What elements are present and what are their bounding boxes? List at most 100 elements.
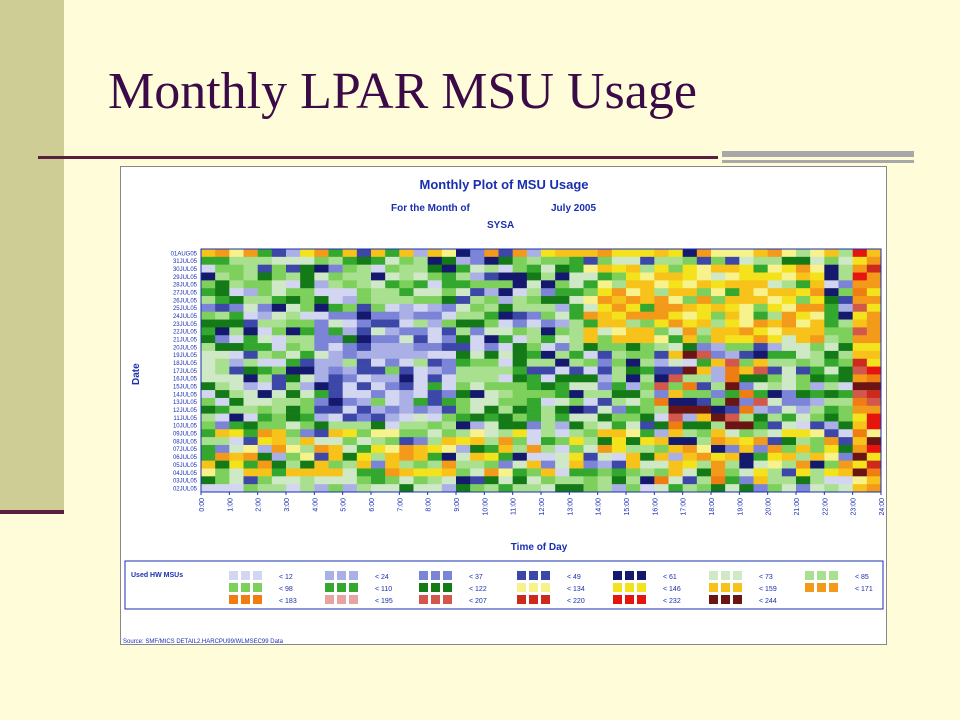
heatmap-cell xyxy=(441,413,457,422)
heatmap-cell xyxy=(229,366,244,375)
heatmap-cell xyxy=(356,421,372,430)
heatmap-cell xyxy=(696,421,712,430)
heatmap-cell xyxy=(229,437,244,446)
heatmap-cell xyxy=(611,288,627,297)
heatmap-cell xyxy=(342,421,358,430)
heatmap-cell xyxy=(541,476,556,485)
heatmap-cell xyxy=(484,429,499,438)
heatmap-cell xyxy=(682,476,698,485)
legend-swatch xyxy=(349,583,358,592)
heatmap-cell xyxy=(668,288,683,297)
heatmap-cell xyxy=(725,413,740,422)
heatmap-cell xyxy=(484,476,499,485)
heatmap-cell xyxy=(427,366,443,375)
legend-label: < 159 xyxy=(759,586,777,593)
x-tick-label: 21:00 xyxy=(794,498,801,516)
heatmap-cell xyxy=(626,343,641,352)
heatmap-cell xyxy=(654,366,669,375)
heatmap-cell xyxy=(640,429,655,438)
heatmap-cell xyxy=(512,382,528,391)
y-tick-label: 03JUL05 xyxy=(173,479,198,485)
heatmap-cell xyxy=(668,476,683,485)
heatmap-cell xyxy=(229,335,244,344)
heatmap-cell xyxy=(739,264,754,273)
heatmap-cell xyxy=(399,343,414,352)
heatmap-cell xyxy=(413,484,428,493)
heatmap-cell xyxy=(796,444,811,454)
heatmap-cell xyxy=(229,358,244,367)
heatmap-cell xyxy=(640,437,655,446)
heatmap-cell xyxy=(725,319,740,328)
heatmap-cell xyxy=(781,390,797,399)
heatmap-cell xyxy=(640,484,655,493)
heatmap-cell xyxy=(781,468,797,477)
legend-swatch xyxy=(637,595,646,604)
heatmap-cell xyxy=(328,311,343,320)
heatmap-cell xyxy=(271,484,287,493)
heatmap-cell xyxy=(526,358,542,367)
heatmap-cell xyxy=(356,343,372,352)
heatmap-cell xyxy=(796,249,811,258)
heatmap-cell xyxy=(300,327,315,336)
heatmap-cell xyxy=(838,421,853,430)
heatmap-cell xyxy=(371,343,386,352)
heatmap-cell xyxy=(271,296,287,305)
heatmap-cell xyxy=(866,452,882,461)
heatmap-cell xyxy=(767,296,783,305)
heatmap-cell xyxy=(838,484,853,493)
heatmap-cell xyxy=(654,437,669,446)
heatmap-cell xyxy=(555,437,570,446)
heatmap-cell xyxy=(852,311,868,320)
heatmap-cell xyxy=(668,264,683,273)
heatmap-cell xyxy=(427,311,443,320)
heatmap-cell xyxy=(725,460,740,469)
y-tick-label: 18JUL05 xyxy=(173,361,198,367)
heatmap-cell xyxy=(753,303,768,313)
heatmap-cell xyxy=(229,249,244,258)
heatmap-cell xyxy=(682,421,698,430)
heatmap-cell xyxy=(597,296,613,305)
heatmap-cell xyxy=(342,397,358,407)
heatmap-cell xyxy=(725,335,740,344)
heatmap-cell xyxy=(824,288,839,297)
heatmap-cell xyxy=(243,272,258,281)
heatmap-cell xyxy=(229,350,244,360)
heatmap-cell xyxy=(654,476,669,485)
heatmap-cell xyxy=(866,484,882,493)
heatmap-cell xyxy=(781,421,797,430)
heatmap-cell xyxy=(512,444,528,454)
heatmap-cell xyxy=(866,397,882,407)
heatmap-cell xyxy=(696,397,712,407)
heatmap-cell xyxy=(711,429,726,438)
heatmap-cell xyxy=(767,460,783,469)
heatmap-cell xyxy=(413,296,428,305)
heatmap-cell xyxy=(456,421,471,430)
heatmap-cell xyxy=(682,335,698,344)
heatmap-cell xyxy=(555,303,570,313)
heatmap-cell xyxy=(668,311,683,320)
heatmap-cell xyxy=(456,327,471,336)
heatmap-cell xyxy=(342,468,358,477)
heatmap-cell xyxy=(371,405,386,414)
heatmap-cell xyxy=(753,468,768,477)
heatmap-cell xyxy=(371,468,386,477)
heatmap-cell xyxy=(753,382,768,391)
heatmap-cell xyxy=(286,288,301,297)
heatmap-cell xyxy=(526,405,542,414)
heatmap-cell xyxy=(328,272,343,281)
heatmap-cell xyxy=(611,327,627,336)
heatmap-cell xyxy=(215,264,230,273)
heatmap-cell xyxy=(201,256,216,265)
heatmap-cell xyxy=(271,311,287,320)
heatmap-cell xyxy=(640,311,655,320)
heatmap-cell xyxy=(385,288,400,297)
legend-swatch xyxy=(529,595,538,604)
heatmap-cell xyxy=(824,319,839,328)
heatmap-cell xyxy=(229,288,244,297)
heatmap-cell xyxy=(739,382,754,391)
heatmap-cell xyxy=(456,249,471,258)
x-tick-label: 12:00 xyxy=(539,498,546,516)
heatmap-cell xyxy=(342,413,358,422)
legend-label: < 207 xyxy=(469,598,487,605)
heatmap-cell xyxy=(215,350,230,360)
